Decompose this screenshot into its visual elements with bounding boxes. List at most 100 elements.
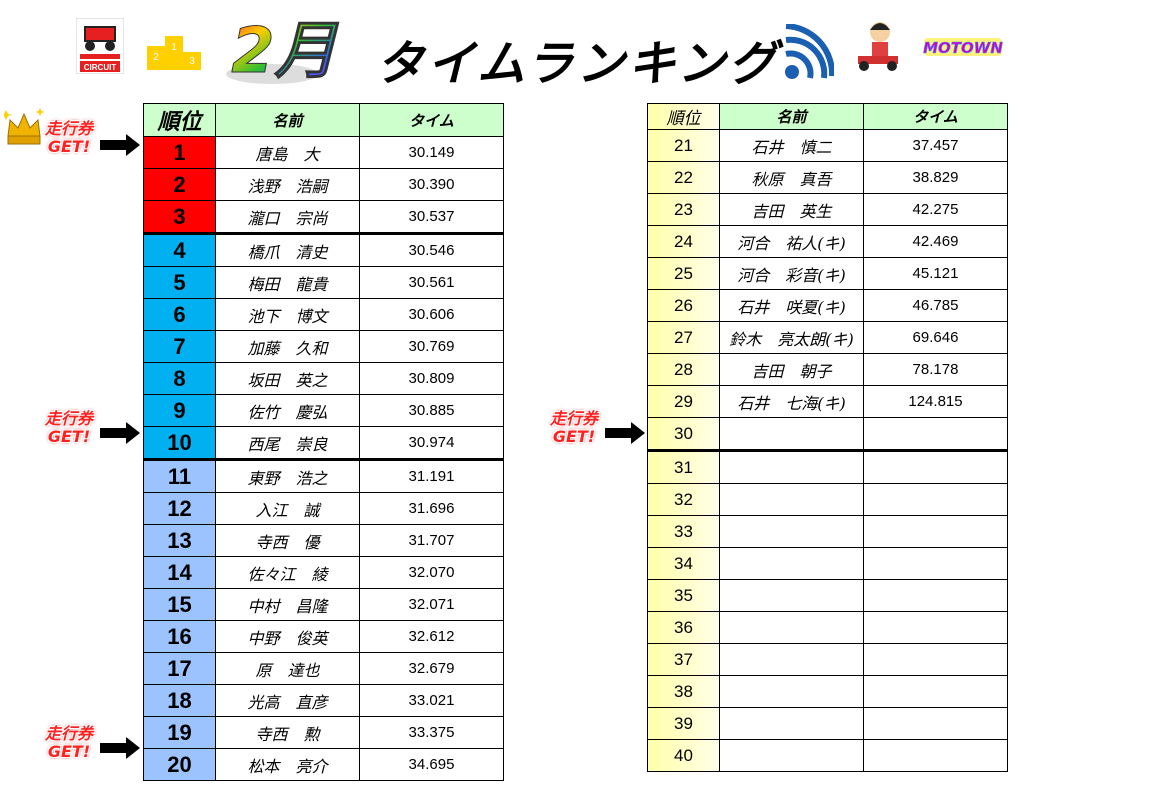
name-cell: 寺西 勲 [215,716,360,749]
table-row: 1 唐島 大 30.149 [143,136,504,169]
col-header-name: 名前 [719,103,864,130]
rank-cell: 38 [647,675,720,708]
name-cell [719,707,864,740]
time-cell: 32.070 [359,556,504,589]
circuit-logo-text: CIRCUIT [84,63,117,72]
motown-logo-text: MOTOWN [923,39,1003,57]
table-row: 30 [647,417,1008,452]
time-cell: 37.457 [863,129,1008,162]
time-cell: 30.390 [359,168,504,201]
rank-cell: 26 [647,289,720,322]
name-cell [719,643,864,676]
page-title: タイムランキング [376,36,780,92]
time-cell [863,515,1008,548]
name-cell: 西尾 崇良 [215,426,360,461]
month-title: 2月 [226,14,340,88]
name-cell: 梅田 龍貴 [215,266,360,299]
time-cell: 30.809 [359,362,504,395]
time-cell: 30.606 [359,298,504,331]
rank-cell: 4 [143,233,216,267]
rank-cell: 33 [647,515,720,548]
table-row: 2 浅野 浩嗣 30.390 [143,168,504,201]
table-row: 28 吉田 朝子 78.178 [647,353,1008,386]
time-cell: 30.974 [359,426,504,461]
name-cell: 吉田 英生 [719,193,864,226]
ticket-badge: 走行券 GET! [40,120,98,156]
name-cell: 池下 博文 [215,298,360,331]
rank-cell: 17 [143,652,216,685]
time-cell: 46.785 [863,289,1008,322]
ranking-table-left: 順位 名前 タイム 1 唐島 大 30.149 2 浅野 浩嗣 30.390 3 瀧口 宗尚 3… [143,103,504,781]
table-row: 5 梅田 龍貴 30.561 [143,266,504,299]
podium-icon: 1 2 3 [147,36,201,70]
name-cell: 秋原 真吾 [719,161,864,194]
time-cell: 30.537 [359,200,504,235]
rank-cell: 3 [143,200,216,235]
time-cell: 42.275 [863,193,1008,226]
time-cell: 30.546 [359,233,504,267]
rank-cell: 23 [647,193,720,226]
name-cell [719,579,864,612]
rank-cell: 40 [647,739,720,772]
name-cell: 鈴木 亮太朗(キ) [719,321,864,354]
table-row: 9 佐竹 慶弘 30.885 [143,394,504,427]
rank-cell: 12 [143,492,216,525]
col-header-name: 名前 [215,103,360,137]
col-header-rank: 順位 [143,103,216,137]
name-cell: 入江 誠 [215,492,360,525]
time-cell: 34.695 [359,748,504,781]
col-header-time: タイム [359,103,504,137]
time-cell [863,739,1008,772]
time-cell: 32.612 [359,620,504,653]
ticket-badge: 走行券 GET! [40,725,98,761]
rank-cell: 34 [647,547,720,580]
name-cell: 松本 亮介 [215,748,360,781]
table-row: 24 河合 祐人(キ) 42.469 [647,225,1008,258]
arrow-right-icon [100,422,140,444]
rank-cell: 31 [647,450,720,484]
time-cell [863,547,1008,580]
time-cell [863,611,1008,644]
name-cell: 東野 浩之 [215,459,360,493]
time-cell: 69.646 [863,321,1008,354]
name-cell: 寺西 優 [215,524,360,557]
table-row: 36 [647,611,1008,644]
time-cell: 31.707 [359,524,504,557]
time-cell: 38.829 [863,161,1008,194]
table-row: 14 佐々江 綾 32.070 [143,556,504,589]
table-row: 22 秋原 真吾 38.829 [647,161,1008,194]
table-row: 27 鈴木 亮太朗(キ) 69.646 [647,321,1008,354]
time-cell: 33.375 [359,716,504,749]
table-header-row: 順位 名前 タイム [143,103,504,137]
time-cell: 30.149 [359,136,504,169]
name-cell [719,515,864,548]
table-row: 29 石井 七海(キ) 124.815 [647,385,1008,418]
arrow-right-icon [100,737,140,759]
rank-cell: 22 [647,161,720,194]
ticket-line1: 走行券 [44,409,93,428]
rank-cell: 28 [647,353,720,386]
rank-cell: 6 [143,298,216,331]
name-cell: 河合 祐人(キ) [719,225,864,258]
table-row: 19 寺西 勲 33.375 [143,716,504,749]
rank-cell: 35 [647,579,720,612]
rank-cell: 25 [647,257,720,290]
name-cell: 佐々江 綾 [215,556,360,589]
rank-cell: 20 [143,748,216,781]
name-cell: 佐竹 慶弘 [215,394,360,427]
rank-cell: 11 [143,459,216,493]
table-row: 15 中村 昌隆 32.071 [143,588,504,621]
name-cell [719,675,864,708]
name-cell: 原 達也 [215,652,360,685]
rank-cell: 1 [143,136,216,169]
time-cell: 78.178 [863,353,1008,386]
time-cell: 32.679 [359,652,504,685]
circuit-logo: CIRCUIT [76,18,124,74]
svg-text:1: 1 [171,42,177,53]
table-row: 35 [647,579,1008,612]
rank-cell: 39 [647,707,720,740]
svg-text:2: 2 [153,52,159,63]
rank-cell: 32 [647,483,720,516]
time-cell [863,579,1008,612]
table-row: 34 [647,547,1008,580]
